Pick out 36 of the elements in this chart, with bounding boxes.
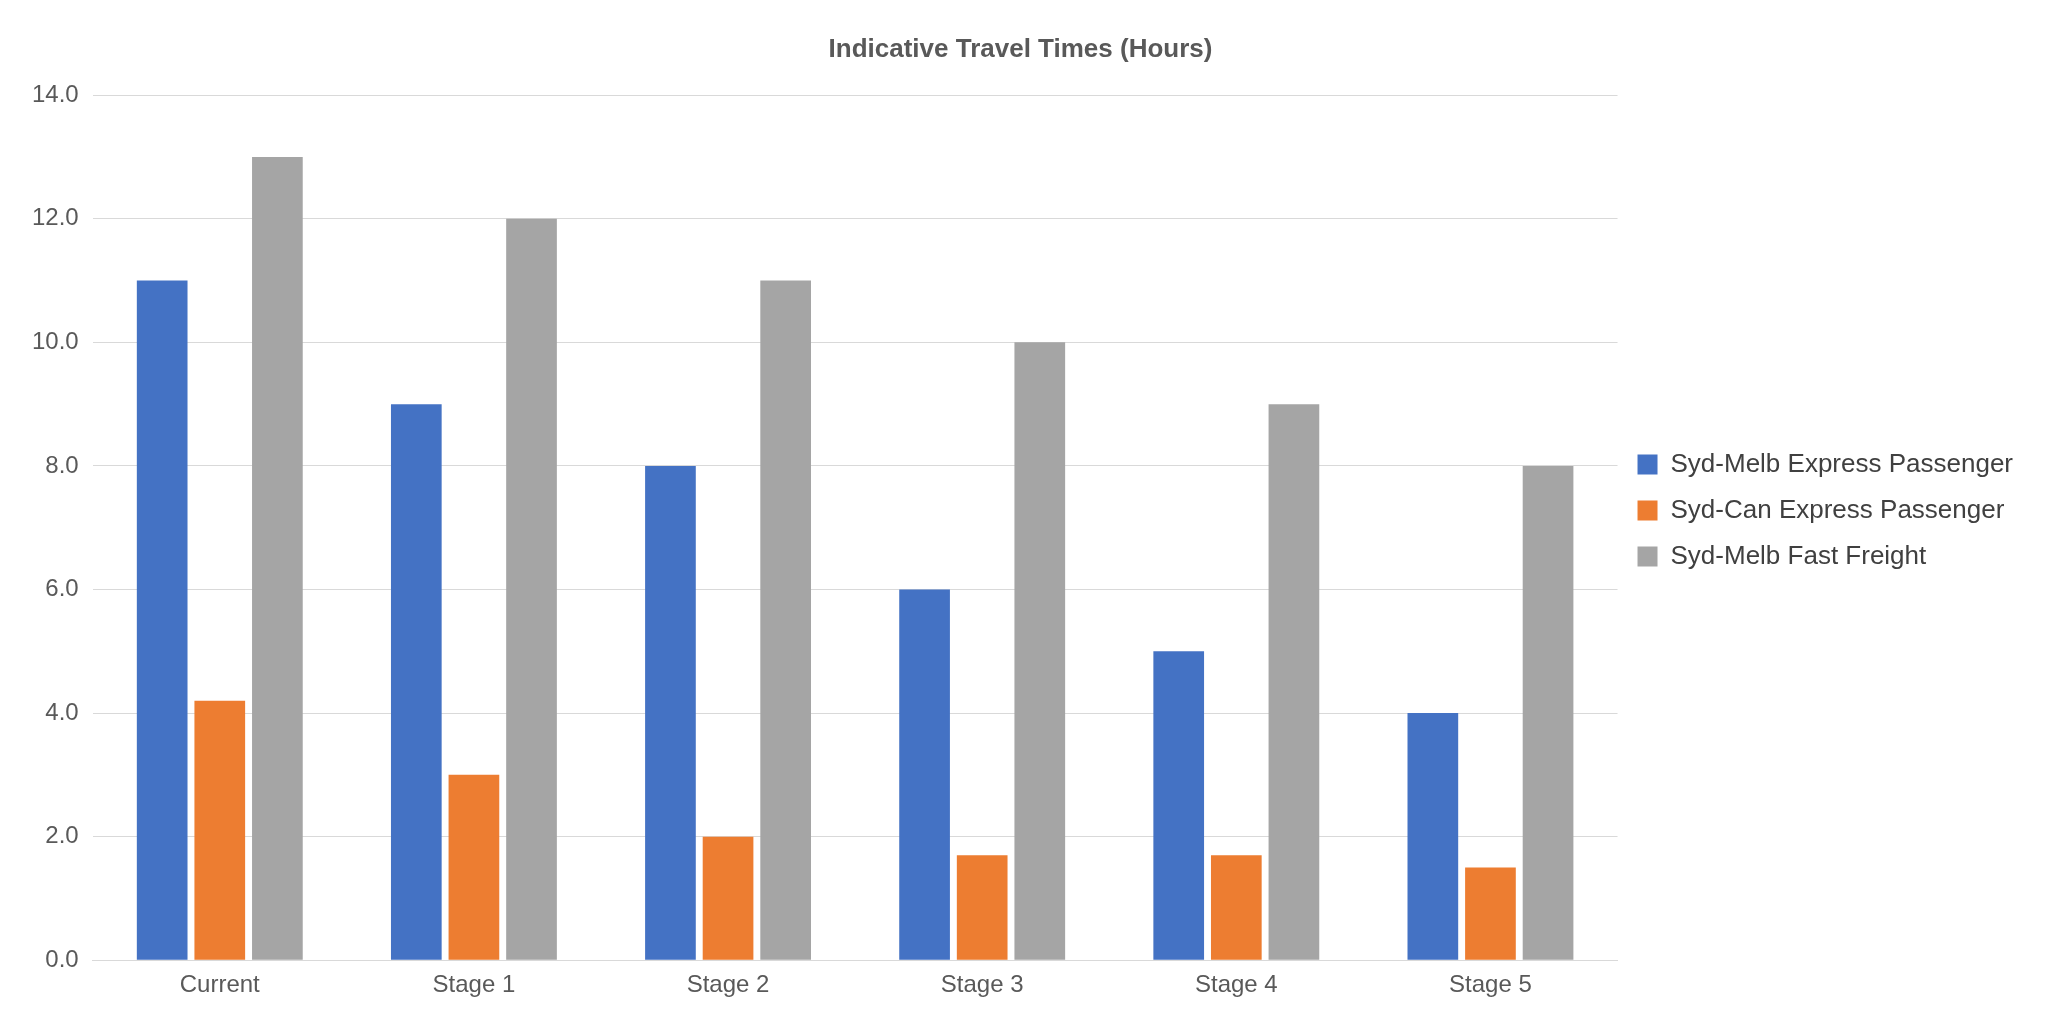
bar <box>1014 342 1066 960</box>
bar <box>956 855 1008 960</box>
legend-label: Syd-Melb Express Passenger <box>1670 447 2014 478</box>
bar <box>645 465 696 960</box>
legend-label: Syd-Melb Fast Freight <box>1670 539 1928 570</box>
bar <box>1210 855 1262 960</box>
bar <box>1465 867 1516 960</box>
bar <box>506 218 557 960</box>
bar <box>194 700 246 960</box>
y-tick-label: 14.0 <box>31 79 79 107</box>
legend-label: Syd-Can Express Passenger <box>1670 493 2005 524</box>
x-tick-label: Stage 1 <box>432 970 516 998</box>
x-tick-label: Stage 5 <box>1449 970 1532 998</box>
bar <box>1522 465 1574 960</box>
bar <box>702 836 754 960</box>
x-tick-label: Stage 2 <box>686 970 770 998</box>
y-tick-label: 10.0 <box>31 326 79 354</box>
y-tick-label: 4.0 <box>45 697 79 725</box>
bar <box>390 404 442 960</box>
y-tick-label: 6.0 <box>45 574 79 602</box>
bar <box>1153 651 1205 960</box>
bar <box>252 156 303 960</box>
y-tick-label: 12.0 <box>31 203 79 231</box>
y-tick-label: 0.0 <box>45 944 79 972</box>
bar <box>1268 404 1320 960</box>
x-tick-label: Current <box>179 970 261 998</box>
x-tick-label: Stage 4 <box>1194 970 1278 998</box>
bar <box>1407 713 1459 960</box>
x-tick-label: Stage 3 <box>940 970 1024 998</box>
bar <box>136 280 188 960</box>
y-tick-label: 2.0 <box>45 821 79 849</box>
chart-title: Indicative Travel Times (Hours) <box>828 32 1213 63</box>
y-tick-label: 8.0 <box>45 450 79 478</box>
bar <box>448 774 500 960</box>
bar <box>760 280 811 960</box>
bar <box>899 589 950 960</box>
